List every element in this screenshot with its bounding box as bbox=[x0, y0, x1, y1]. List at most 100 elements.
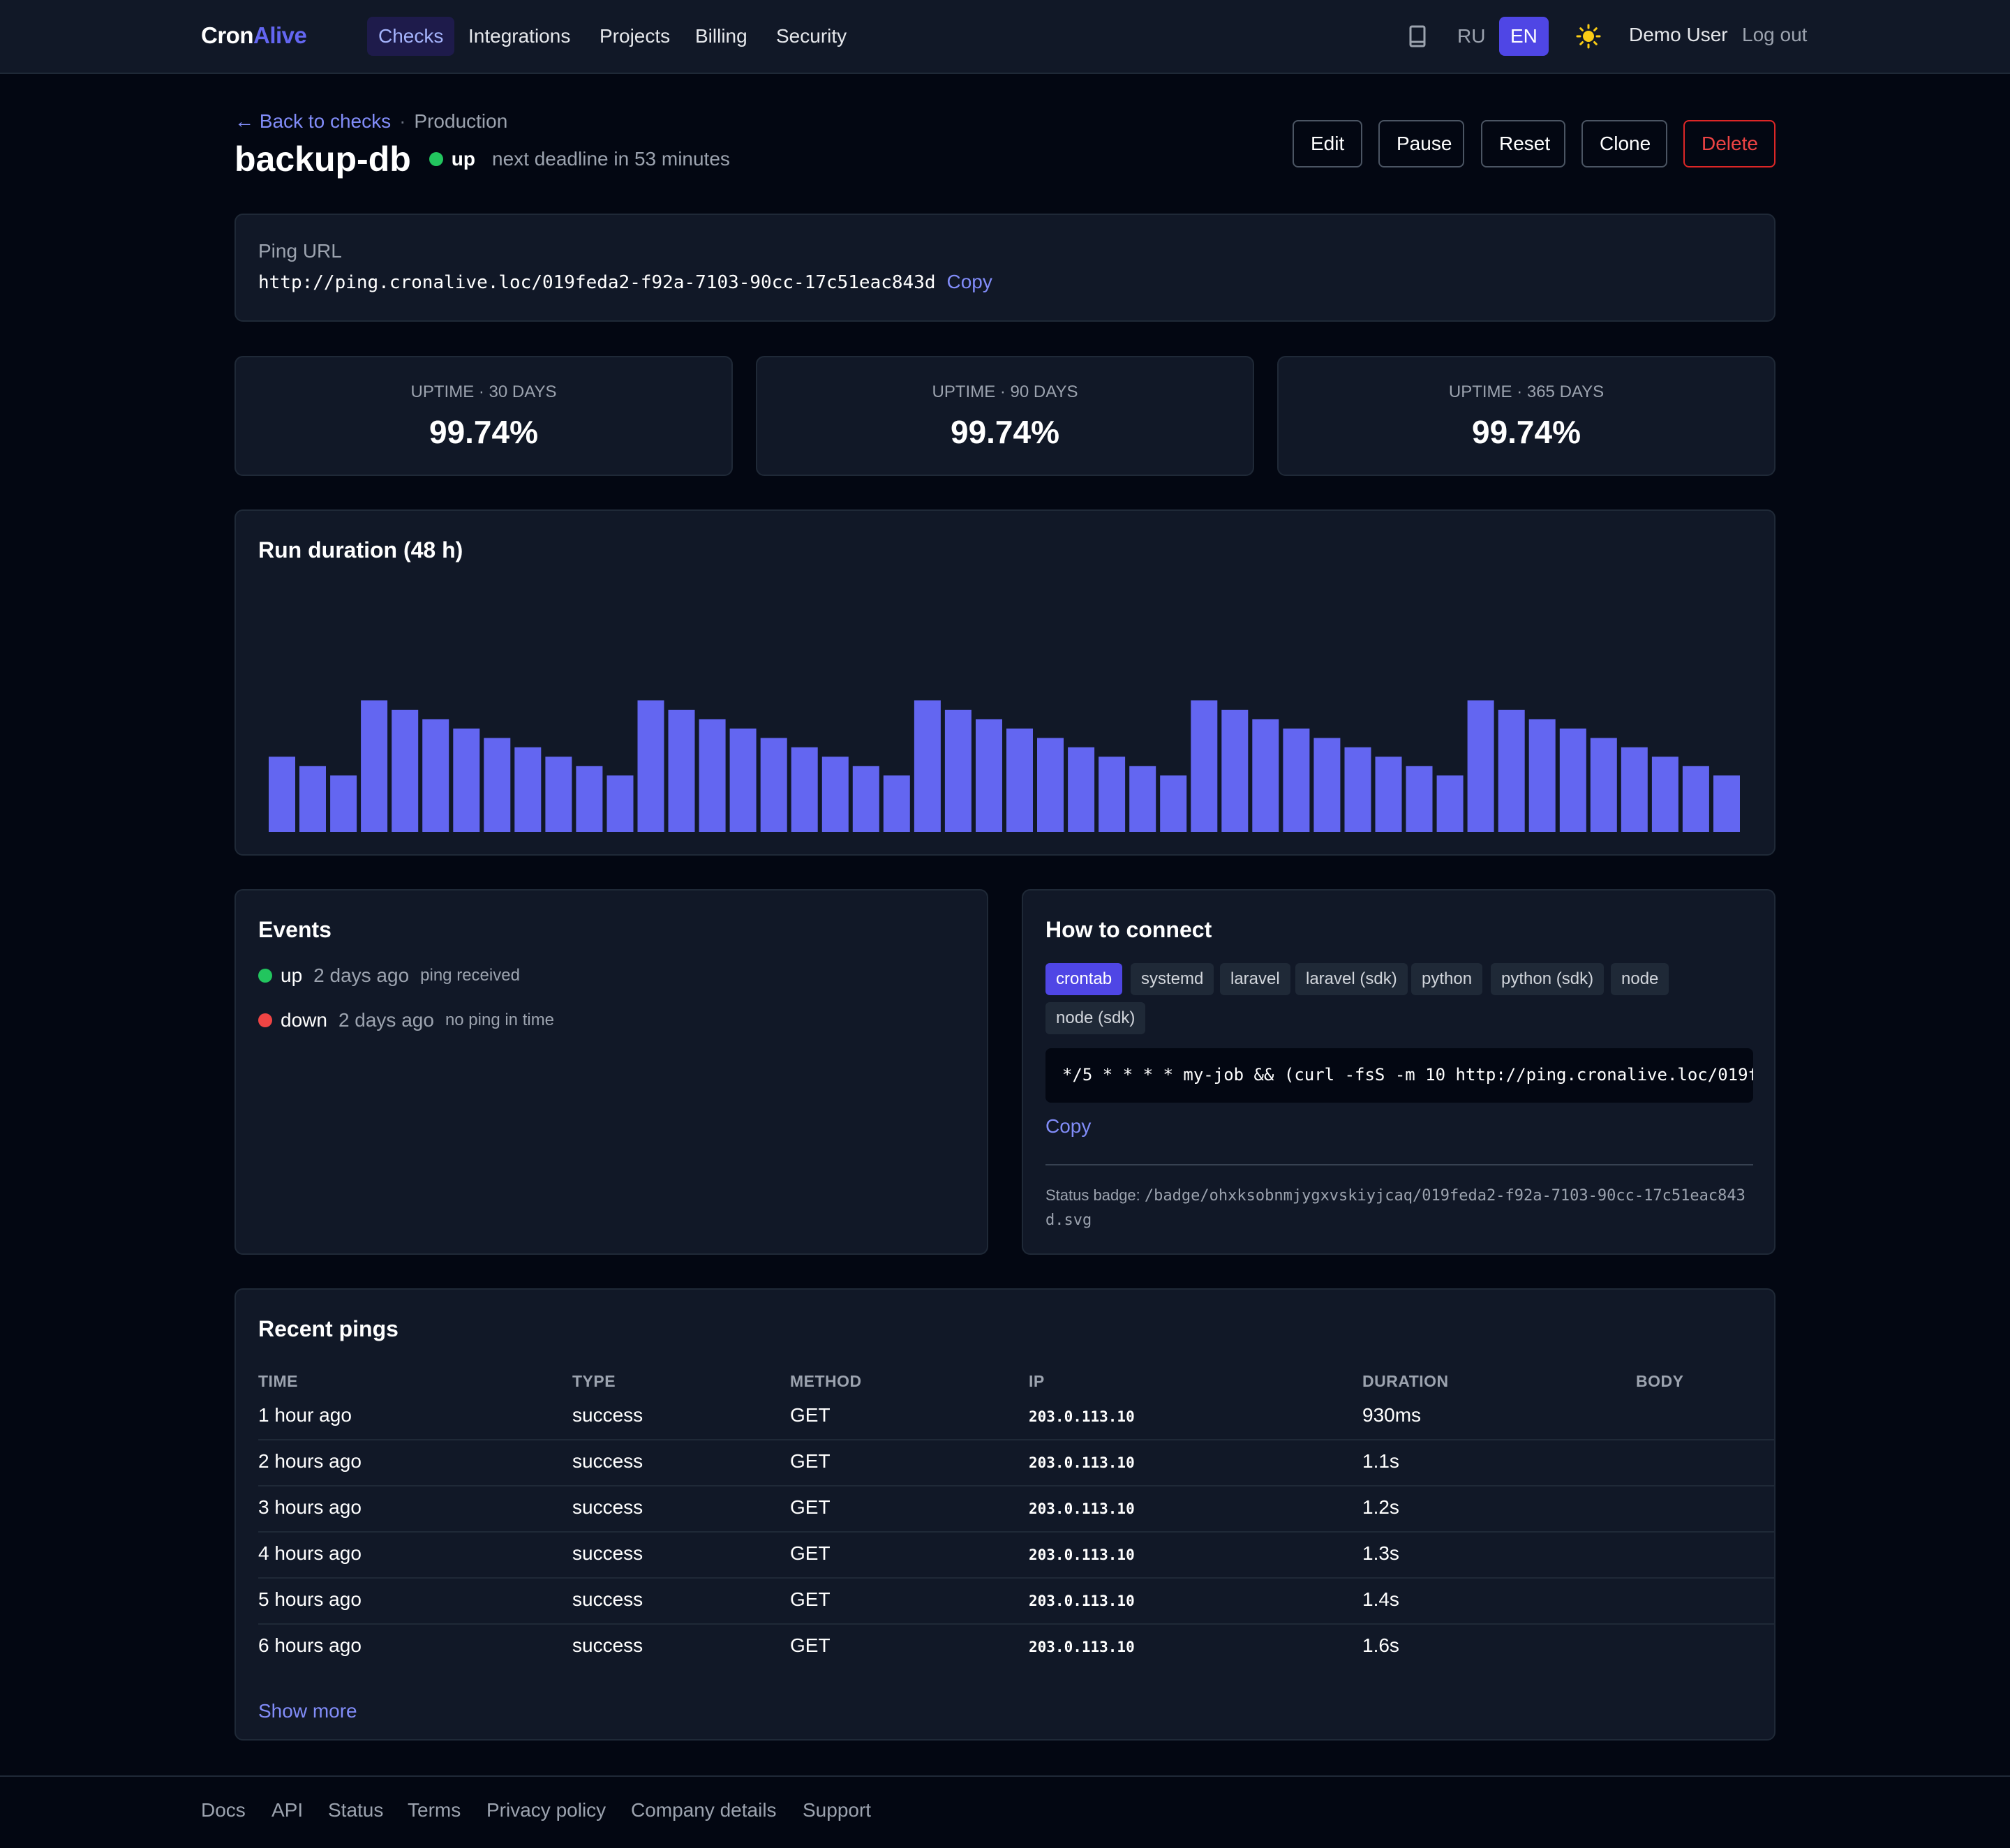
duration-bar[interactable] bbox=[1590, 738, 1617, 832]
tab-node[interactable]: node bbox=[1611, 963, 1669, 995]
nav-billing[interactable]: Billing bbox=[695, 25, 747, 47]
footer-link-company[interactable]: Company details bbox=[631, 1799, 777, 1821]
event-item: down 2 days ago no ping in time bbox=[258, 1009, 554, 1031]
book-icon[interactable] bbox=[1408, 25, 1427, 47]
duration-bar[interactable] bbox=[944, 710, 972, 832]
duration-bar[interactable] bbox=[299, 766, 326, 832]
copy-ping-url-button[interactable]: Copy bbox=[946, 271, 992, 292]
duration-bar[interactable] bbox=[699, 719, 726, 833]
logout-link[interactable]: Log out bbox=[1742, 24, 1808, 45]
duration-bar[interactable] bbox=[1436, 775, 1464, 832]
table-row: 6 hours ago success GET 203.0.113.10 1.6s bbox=[258, 1625, 1776, 1671]
tab-laravel[interactable]: laravel bbox=[1220, 963, 1290, 995]
cell-method: GET bbox=[790, 1542, 831, 1564]
footer-link-terms[interactable]: Terms bbox=[408, 1799, 461, 1821]
duration-bar[interactable] bbox=[914, 700, 941, 833]
duration-bar[interactable] bbox=[1682, 766, 1709, 832]
cell-duration: 1.2s bbox=[1362, 1496, 1399, 1518]
duration-bar[interactable] bbox=[1559, 728, 1586, 832]
run-duration-chart bbox=[269, 700, 1740, 833]
duration-bar[interactable] bbox=[1406, 766, 1433, 832]
duration-bar[interactable] bbox=[883, 775, 910, 832]
duration-bar[interactable] bbox=[1283, 728, 1310, 832]
duration-bar[interactable] bbox=[1313, 738, 1341, 832]
duration-bar[interactable] bbox=[1713, 775, 1740, 832]
duration-bar[interactable] bbox=[1160, 775, 1187, 832]
duration-bar[interactable] bbox=[422, 719, 449, 833]
lang-ru[interactable]: RU bbox=[1457, 25, 1486, 47]
tab-python[interactable]: python bbox=[1411, 963, 1483, 995]
tab-python-sdk[interactable]: python (sdk) bbox=[1491, 963, 1605, 995]
duration-bar[interactable] bbox=[791, 747, 818, 832]
duration-bar[interactable] bbox=[1344, 747, 1371, 832]
duration-bar[interactable] bbox=[1375, 757, 1402, 832]
breadcrumb-project[interactable]: Production bbox=[414, 110, 508, 132]
duration-bar[interactable] bbox=[484, 738, 511, 832]
nav-security[interactable]: Security bbox=[776, 25, 847, 47]
duration-bar[interactable] bbox=[976, 719, 1002, 833]
duration-bar[interactable] bbox=[1651, 757, 1678, 832]
clone-button[interactable]: Clone bbox=[1581, 120, 1667, 167]
logo[interactable]: CronAlive bbox=[201, 22, 307, 49]
duration-bar[interactable] bbox=[453, 728, 480, 832]
cell-type: success bbox=[572, 1450, 643, 1472]
show-more-link[interactable]: Show more bbox=[258, 1700, 357, 1722]
duration-bar[interactable] bbox=[576, 766, 603, 832]
table-row: 1 hour ago success GET 203.0.113.10 930ms bbox=[258, 1394, 1776, 1440]
sun-icon[interactable] bbox=[1576, 24, 1601, 49]
tab-laravel-sdk[interactable]: laravel (sdk) bbox=[1295, 963, 1408, 995]
uptime-label: UPTIME · 30 DAYS bbox=[410, 382, 557, 401]
duration-bar[interactable] bbox=[1528, 719, 1556, 833]
tab-crontab[interactable]: crontab bbox=[1045, 963, 1123, 995]
duration-bar[interactable] bbox=[1006, 728, 1033, 832]
duration-bar[interactable] bbox=[1498, 710, 1525, 832]
cell-duration: 1.6s bbox=[1362, 1634, 1399, 1656]
footer-link-privacy[interactable]: Privacy policy bbox=[486, 1799, 606, 1821]
duration-bar[interactable] bbox=[1037, 738, 1064, 832]
footer-link-api[interactable]: API bbox=[271, 1799, 304, 1821]
status-badge-path[interactable]: /badge/ohxksobnmjygxvskiyjcaq/019feda2-f… bbox=[1045, 1187, 1745, 1229]
lang-en[interactable]: EN bbox=[1499, 17, 1549, 56]
duration-bar[interactable] bbox=[545, 757, 572, 832]
duration-bar[interactable] bbox=[1129, 766, 1156, 832]
footer-link-support[interactable]: Support bbox=[803, 1799, 872, 1821]
nav-integrations[interactable]: Integrations bbox=[468, 25, 571, 47]
delete-button[interactable]: Delete bbox=[1683, 120, 1776, 167]
duration-bar[interactable] bbox=[729, 728, 757, 832]
tab-systemd[interactable]: systemd bbox=[1131, 963, 1214, 995]
duration-bar[interactable] bbox=[1252, 719, 1279, 833]
nav-projects[interactable]: Projects bbox=[600, 25, 671, 47]
cell-method: GET bbox=[790, 1450, 831, 1472]
duration-bar[interactable] bbox=[514, 747, 542, 832]
duration-bar[interactable] bbox=[760, 738, 787, 832]
duration-bar[interactable] bbox=[1467, 700, 1494, 833]
duration-bar[interactable] bbox=[1621, 747, 1648, 832]
nav-checks[interactable]: Checks bbox=[367, 17, 455, 56]
duration-bar[interactable] bbox=[361, 700, 388, 833]
back-to-checks-link[interactable]: ← Back to checks bbox=[234, 110, 392, 132]
pause-button[interactable]: Pause bbox=[1378, 120, 1464, 167]
duration-bar[interactable] bbox=[637, 700, 664, 833]
user-name[interactable]: Demo User bbox=[1629, 24, 1728, 45]
event-status-dot bbox=[258, 1013, 272, 1027]
code-snippet[interactable]: */5 * * * * my-job && (curl -fsS -m 10 h… bbox=[1045, 1048, 1753, 1103]
duration-bar[interactable] bbox=[1068, 747, 1095, 832]
duration-bar[interactable] bbox=[1221, 710, 1249, 832]
duration-bar[interactable] bbox=[821, 757, 849, 832]
footer-link-docs[interactable]: Docs bbox=[201, 1799, 246, 1821]
edit-button[interactable]: Edit bbox=[1293, 120, 1362, 167]
duration-bar[interactable] bbox=[330, 775, 357, 832]
table-row: 4 hours ago success GET 203.0.113.10 1.3s bbox=[258, 1533, 1776, 1579]
tab-node-sdk[interactable]: node (sdk) bbox=[1045, 1002, 1146, 1034]
copy-snippet-button[interactable]: Copy bbox=[1045, 1115, 1092, 1137]
duration-bar[interactable] bbox=[668, 710, 695, 832]
duration-bar[interactable] bbox=[606, 775, 634, 832]
footer-link-status[interactable]: Status bbox=[328, 1799, 384, 1821]
duration-bar[interactable] bbox=[269, 757, 295, 832]
duration-bar[interactable] bbox=[1099, 757, 1126, 832]
duration-bar[interactable] bbox=[1191, 700, 1218, 833]
reset-button[interactable]: Reset bbox=[1481, 120, 1565, 167]
duration-bar[interactable] bbox=[392, 710, 419, 832]
duration-bar[interactable] bbox=[852, 766, 879, 832]
events-card: Events up 2 days ago ping received down … bbox=[234, 889, 988, 1255]
